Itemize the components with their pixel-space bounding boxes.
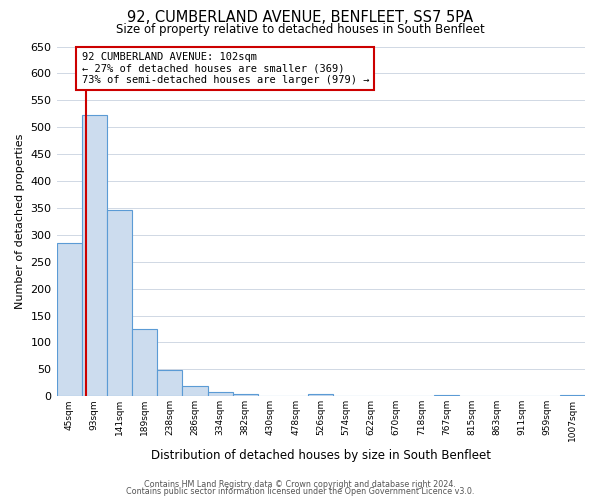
Bar [560, 394, 585, 396]
Text: Contains public sector information licensed under the Open Government Licence v3: Contains public sector information licen… [126, 487, 474, 496]
Bar [233, 394, 258, 396]
Text: 92, CUMBERLAND AVENUE, BENFLEET, SS7 5PA: 92, CUMBERLAND AVENUE, BENFLEET, SS7 5PA [127, 10, 473, 25]
Bar [56, 243, 82, 396]
Bar [107, 210, 132, 396]
Text: Size of property relative to detached houses in South Benfleet: Size of property relative to detached ho… [116, 22, 484, 36]
Text: 92 CUMBERLAND AVENUE: 102sqm
← 27% of detached houses are smaller (369)
73% of s: 92 CUMBERLAND AVENUE: 102sqm ← 27% of de… [82, 52, 369, 85]
Bar [132, 329, 157, 396]
Bar [157, 370, 182, 396]
X-axis label: Distribution of detached houses by size in South Benfleet: Distribution of detached houses by size … [151, 450, 491, 462]
Bar [208, 392, 233, 396]
Bar [308, 394, 334, 396]
Bar [434, 394, 459, 396]
Bar [182, 386, 208, 396]
Bar [82, 115, 107, 396]
Y-axis label: Number of detached properties: Number of detached properties [15, 134, 25, 309]
Text: Contains HM Land Registry data © Crown copyright and database right 2024.: Contains HM Land Registry data © Crown c… [144, 480, 456, 489]
